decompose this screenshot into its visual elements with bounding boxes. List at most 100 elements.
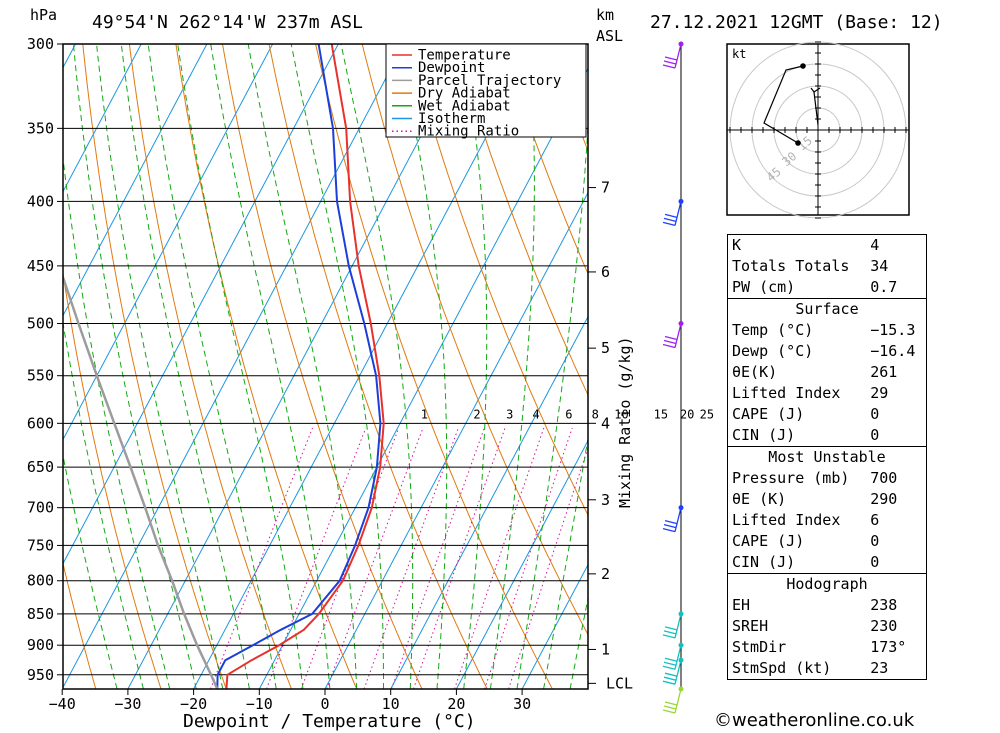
mixing-ratio-line	[326, 427, 424, 689]
isotherm-line	[63, 44, 142, 193]
legend-label: Isotherm	[418, 111, 485, 127]
wind-barb-staff	[674, 613, 682, 639]
wind-barb	[662, 613, 682, 639]
index-label: EH	[732, 596, 751, 614]
index-label: θE (K)	[732, 490, 787, 508]
hodograph-end-point	[800, 63, 806, 69]
pressure-tick-label: 550	[27, 367, 54, 385]
mixing-ratio-label: 1	[421, 407, 428, 421]
isotherm-line	[127, 44, 471, 689]
mixing-ratio-labels: 1 2 3 4 6 8 10 15 20 25	[421, 407, 714, 421]
index-value: 0.7	[870, 278, 898, 296]
isotherm-line	[324, 191, 588, 689]
dry-adiabat-line	[222, 44, 423, 689]
wind-barb-flag	[662, 680, 676, 685]
height-tick-label: 1	[601, 640, 610, 658]
wet-adiabat-line	[63, 154, 171, 689]
index-label: Dewp (°C)	[732, 342, 814, 360]
index-value: 0	[870, 532, 880, 550]
dry-adiabat-line	[128, 44, 292, 689]
temperature-tick-label: −40	[49, 695, 76, 713]
wind-barb	[662, 688, 682, 714]
index-label: θE(K)	[732, 363, 778, 381]
dry-adiabat-line	[268, 44, 488, 689]
wet-adiabat-line	[177, 44, 304, 689]
mixing-ratio-label: 3	[506, 407, 513, 421]
legend-box	[385, 43, 587, 138]
index-value: 0	[870, 405, 880, 423]
mixing-ratio-line	[363, 427, 459, 689]
wind-barb-flag	[664, 657, 678, 662]
index-value: 261	[870, 363, 898, 381]
index-label: Lifted Index	[732, 384, 841, 402]
wind-barb-flag	[662, 528, 676, 533]
plot-frame	[62, 43, 589, 690]
index-label: Totals Totals	[732, 257, 850, 275]
wind-barb	[662, 660, 682, 685]
wind-barb-flag	[663, 661, 677, 666]
surface-section-title: Surface	[727, 298, 927, 320]
height-tick-label: 3	[601, 491, 610, 509]
dry-adiabat-line	[361, 44, 588, 636]
asl-label: ASL	[596, 27, 623, 45]
pressure-tick-label: 350	[27, 119, 54, 137]
wind-barb	[662, 645, 682, 670]
wind-barb-flag	[662, 709, 676, 714]
mixing-ratio-label: 8	[592, 407, 599, 421]
mixing-ratio-label: 25	[700, 407, 714, 421]
series-line	[216, 44, 382, 689]
legend-label: Mixing Ratio	[418, 124, 519, 140]
legend-label: Dewpoint	[418, 60, 485, 76]
most-unstable-section-title: Most Unstable	[727, 446, 927, 468]
temperature-tick-label: −20	[180, 695, 207, 713]
index-label: StmDir	[732, 638, 787, 656]
wind-barb-flag	[664, 520, 678, 525]
pressure-tick-label: 450	[27, 257, 54, 275]
index-row-tt: Totals Totals 34	[728, 256, 927, 277]
series-line	[63, 277, 219, 689]
index-label: CAPE (J)	[732, 405, 805, 423]
dry-adiabat-line	[501, 44, 588, 276]
km-unit-label: km	[596, 6, 614, 24]
series-line	[225, 44, 385, 689]
isotherm-line	[63, 44, 339, 565]
isotherm-line	[63, 44, 405, 689]
mixing-ratio-line	[300, 427, 400, 689]
wind-barb-flag	[662, 343, 676, 349]
wind-barb-flag	[663, 630, 677, 635]
dry-adiabat-line	[82, 44, 227, 689]
wind-barb-flag	[664, 56, 678, 61]
index-value: 238	[870, 596, 898, 614]
pressure-axis: 300 350 400 450 500 550 600 650 700 750 800 850 900 9…	[27, 35, 63, 684]
index-value: 700	[870, 469, 898, 487]
wind-barb-staff	[674, 201, 682, 226]
index-label: PW (cm)	[732, 278, 796, 296]
dry-adiabat-line	[63, 270, 162, 689]
wet-adiabat-line	[340, 44, 414, 689]
isotherm-line	[0, 44, 10, 689]
wind-barb-flag	[662, 665, 676, 670]
dry-adiabat-line	[921, 44, 1000, 689]
mixing-ratio-line	[413, 427, 506, 689]
pressure-tick-label: 650	[27, 458, 54, 476]
wet-adiabat-line	[96, 44, 224, 689]
height-tick-label: 6	[601, 263, 610, 281]
mixing-ratio-label: 4	[532, 407, 539, 421]
isotherm-line	[455, 439, 588, 689]
wind-barb	[662, 43, 682, 69]
isotherm-line	[63, 44, 274, 441]
wind-barb	[662, 323, 682, 349]
hodograph-start-point	[795, 140, 801, 146]
wet-adiabat-line	[247, 44, 358, 689]
legend-label: Parcel Trajectory	[418, 73, 561, 89]
index-value: 4	[870, 236, 880, 254]
wind-barb-flag	[664, 213, 678, 219]
storm-motion-arrow	[810, 87, 821, 126]
credit-link[interactable]: ©weatheronline.co.uk	[714, 710, 915, 731]
pressure-tick-label: 850	[27, 605, 54, 623]
index-value: 6	[870, 511, 880, 529]
pressure-tick-label: 700	[27, 499, 54, 517]
index-value: −16.4	[870, 342, 916, 360]
height-tick-label: 4	[601, 414, 610, 432]
